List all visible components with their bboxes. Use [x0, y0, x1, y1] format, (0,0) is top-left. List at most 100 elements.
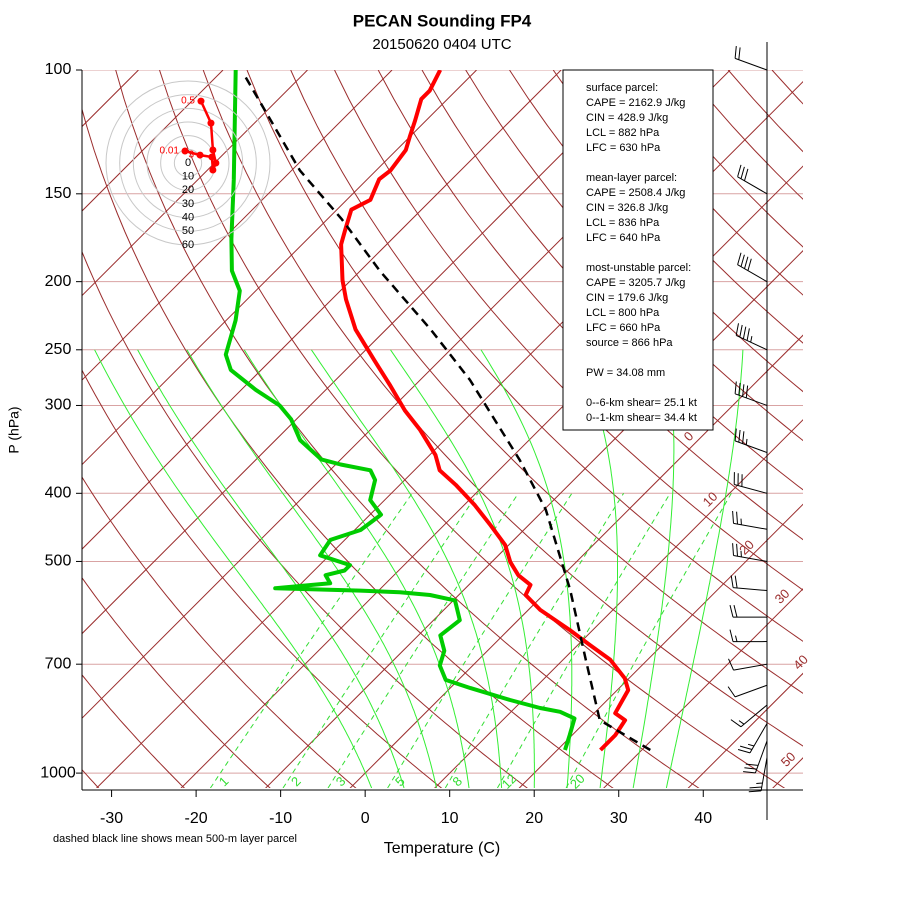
- info-line: CAPE = 2162.9 J/kg: [586, 97, 685, 109]
- hodograph-point: [209, 147, 216, 154]
- isotherm: [167, 70, 899, 802]
- x-tick-label: 10: [441, 810, 459, 827]
- y-tick-label: 100: [45, 61, 72, 78]
- profile-line: [226, 70, 575, 750]
- chart-title: PECAN Sounding FP4: [353, 11, 532, 30]
- isotherm: [0, 70, 477, 802]
- info-line: source = 866 hPa: [586, 337, 673, 349]
- info-line: 0--1-km shear= 34.4 kt: [586, 412, 697, 424]
- wind-barb: [728, 685, 767, 697]
- isotherm: [759, 70, 900, 802]
- dry-adiabat: [772, 70, 900, 802]
- moist-adiabat: [95, 350, 377, 802]
- wind-barb: [749, 757, 767, 791]
- moist-adiabat: [138, 350, 409, 802]
- wind-barb: [733, 511, 767, 529]
- hodograph-point-label: 3: [188, 150, 194, 161]
- hodograph-ring-label: 10: [182, 171, 194, 183]
- isotherm-label: 10: [700, 489, 721, 510]
- mixing-ratio-label: 8: [449, 773, 465, 789]
- isotherm-label: 0: [681, 428, 697, 444]
- note: dashed black line shows mean 500-m layer…: [53, 833, 297, 845]
- mixing-ratio-line: [328, 493, 518, 788]
- hodograph-point: [207, 120, 214, 127]
- dry-adiabat: [28, 70, 546, 802]
- moist-adiabat: [311, 350, 502, 802]
- chart-subtitle: 20150620 0404 UTC: [372, 36, 511, 53]
- x-tick-label: -30: [100, 810, 123, 827]
- dry-adiabat: [72, 70, 633, 802]
- mixing-ratio-label: 20: [567, 771, 588, 792]
- info-line: LFC = 630 hPa: [586, 142, 661, 154]
- mixing-ratio-label: 3: [333, 773, 349, 789]
- mixing-ratio-label: 2: [288, 773, 304, 789]
- info-line: LCL = 882 hPa: [586, 127, 660, 139]
- info-line: 0--6-km shear= 25.1 kt: [586, 397, 697, 409]
- wind-barb: [736, 323, 767, 349]
- dry-adiabat: [0, 70, 459, 802]
- hodograph-point: [181, 147, 188, 154]
- y-axis-label: P (hPa): [6, 406, 22, 453]
- info-line: CAPE = 2508.4 J/kg: [586, 187, 685, 199]
- isotherm-label: 40: [790, 652, 811, 673]
- background-lines: [0, 70, 900, 802]
- wind-barb: [730, 630, 767, 642]
- isotherm: [0, 70, 308, 802]
- y-tick-label: 200: [45, 273, 72, 290]
- mixing-ratio-line: [283, 493, 478, 788]
- hodograph-ring-label: 30: [182, 198, 194, 210]
- hodograph-point: [209, 166, 216, 173]
- dry-adiabat: [816, 70, 900, 802]
- y-tick-label: 150: [45, 185, 72, 202]
- mixing-ratio-line: [388, 493, 572, 788]
- dry-adiabat: [685, 70, 900, 802]
- info-line: LFC = 640 hPa: [586, 232, 661, 244]
- dry-adiabat: [860, 70, 900, 802]
- hodograph-point-label: 0.01: [160, 146, 180, 157]
- hodograph-point: [212, 160, 219, 167]
- y-tick-label: 700: [45, 655, 72, 672]
- isotherm: [0, 70, 392, 802]
- dry-adiabat: [728, 70, 900, 802]
- hodograph-point: [208, 153, 215, 160]
- x-tick-label: 30: [610, 810, 628, 827]
- y-tick-label: 400: [45, 485, 72, 502]
- wind-barb: [731, 575, 767, 590]
- y-tick-label: 250: [45, 341, 72, 358]
- dry-adiabat: [203, 70, 894, 802]
- hodograph-point-label: 0.5: [181, 96, 195, 107]
- x-tick-label: -10: [269, 810, 292, 827]
- hodograph-point: [197, 152, 204, 159]
- mixing-ratio-label: 12: [499, 771, 520, 792]
- x-tick-label: 20: [525, 810, 543, 827]
- dry-adiabat: [0, 70, 199, 802]
- wind-barb: [738, 723, 767, 752]
- info-line: LCL = 800 hPa: [586, 307, 660, 319]
- wind-barb: [730, 605, 767, 617]
- mixing-ratio-line: [566, 493, 731, 788]
- info-line: CIN = 326.8 J/kg: [586, 202, 668, 214]
- y-tick-label: 1000: [40, 764, 76, 781]
- hodograph-ring-label: 60: [182, 239, 194, 251]
- wind-barb: [731, 705, 767, 727]
- wind-barb: [738, 165, 767, 194]
- hodograph-ring-label: 40: [182, 212, 194, 224]
- info-line: CAPE = 3205.7 J/kg: [586, 277, 685, 289]
- info-line: CIN = 179.6 J/kg: [586, 292, 668, 304]
- mixing-ratio-label: 1: [216, 773, 232, 789]
- isotherm-label: 50: [778, 749, 799, 770]
- x-tick-label: 40: [694, 810, 712, 827]
- wind-barb: [735, 46, 767, 70]
- info-line: most-unstable parcel:: [586, 262, 691, 274]
- info-line: mean-layer parcel:: [586, 172, 677, 184]
- info-line: surface parcel:: [586, 82, 658, 94]
- y-tick-label: 300: [45, 397, 72, 414]
- info-line: CIN = 428.9 J/kg: [586, 112, 668, 124]
- info-line: PW = 34.08 mm: [586, 367, 665, 379]
- x-tick-label: -20: [185, 810, 208, 827]
- x-axis-label: Temperature (C): [384, 840, 500, 857]
- isotherm: [0, 70, 561, 802]
- info-line: LFC = 660 hPa: [586, 322, 661, 334]
- isotherm-label: 30: [772, 586, 793, 607]
